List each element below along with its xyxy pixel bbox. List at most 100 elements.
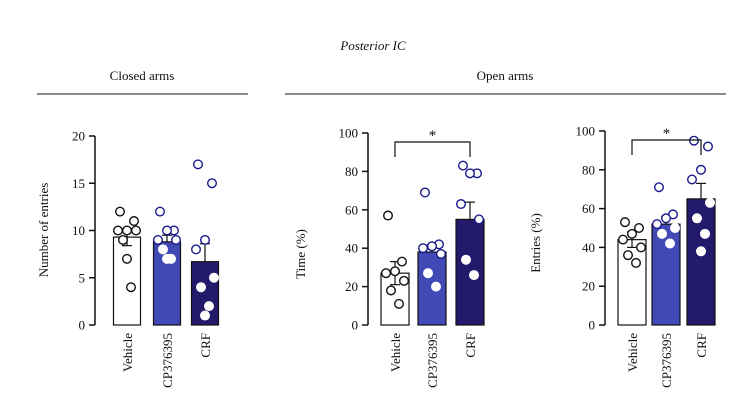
data-point bbox=[397, 256, 408, 267]
y-tick-label: 5 bbox=[79, 270, 86, 285]
data-point bbox=[114, 206, 125, 217]
bar-vehicle bbox=[112, 236, 142, 326]
closed-arms-label: Closed arms bbox=[110, 68, 175, 83]
data-point bbox=[199, 310, 210, 321]
data-point bbox=[117, 234, 128, 245]
data-point bbox=[469, 270, 480, 281]
open-arms-label: Open arms bbox=[477, 68, 534, 83]
data-point bbox=[620, 217, 631, 228]
data-point bbox=[130, 225, 141, 236]
data-point bbox=[654, 182, 665, 193]
data-point bbox=[689, 135, 700, 146]
data-point bbox=[636, 242, 647, 253]
data-point bbox=[161, 253, 172, 264]
data-point bbox=[661, 213, 672, 224]
category-label-crf: CRF bbox=[198, 333, 213, 358]
y-tick-label: 0 bbox=[79, 318, 86, 333]
data-point bbox=[152, 234, 163, 245]
data-point bbox=[687, 174, 698, 185]
data-point bbox=[381, 268, 392, 279]
significance-marker: * bbox=[429, 128, 437, 144]
data-point bbox=[418, 243, 429, 254]
data-point bbox=[700, 228, 711, 239]
data-point bbox=[456, 199, 467, 210]
y-tick-label: 80 bbox=[582, 162, 595, 177]
y-tick-label: 20 bbox=[582, 279, 595, 294]
y-tick-label: 80 bbox=[345, 164, 358, 179]
chart-open-entries: 0 20 40 60 80 100 Entries (%) Vehicle CP376395 CR… bbox=[528, 124, 716, 388]
category-label-cp376395: CP376395 bbox=[425, 333, 440, 388]
category-label-vehicle: Vehicle bbox=[120, 333, 135, 372]
figure-title: Posterior IC bbox=[339, 38, 406, 53]
y-tick-label: 100 bbox=[576, 124, 596, 139]
data-point bbox=[652, 219, 663, 230]
y-tick-label: 60 bbox=[345, 202, 358, 217]
data-point bbox=[618, 234, 629, 245]
data-point bbox=[195, 282, 206, 293]
data-point bbox=[458, 160, 469, 171]
chart-open-time: 0 20 40 60 80 100 Time (%) Vehicle CP376395 CRF * bbox=[293, 126, 485, 388]
data-point bbox=[161, 225, 172, 236]
data-point bbox=[705, 197, 716, 208]
category-label-cp376395: CP376395 bbox=[659, 333, 674, 388]
data-point bbox=[206, 178, 217, 189]
data-point bbox=[125, 282, 136, 293]
data-point bbox=[399, 275, 410, 286]
data-point bbox=[170, 234, 181, 245]
data-point bbox=[657, 228, 668, 239]
y-tick-label: 15 bbox=[72, 176, 85, 191]
data-point bbox=[420, 187, 431, 198]
data-point bbox=[474, 214, 485, 225]
data-point bbox=[465, 168, 476, 179]
data-point bbox=[190, 244, 201, 255]
y-tick-label: 20 bbox=[72, 129, 85, 144]
data-point bbox=[665, 238, 676, 249]
data-point bbox=[461, 254, 472, 265]
data-point bbox=[208, 272, 219, 283]
data-point bbox=[390, 266, 401, 277]
data-point bbox=[383, 210, 394, 221]
data-point bbox=[696, 164, 707, 175]
data-point bbox=[431, 281, 442, 292]
data-point bbox=[423, 268, 434, 279]
significance-bracket bbox=[631, 139, 702, 155]
category-label-cp376395: CP376395 bbox=[160, 333, 175, 388]
y-axis-label: Number of entries bbox=[36, 183, 51, 278]
data-point bbox=[436, 248, 447, 259]
data-point bbox=[199, 234, 210, 245]
y-tick-label: 40 bbox=[582, 240, 595, 255]
data-point bbox=[121, 253, 132, 264]
data-point bbox=[112, 225, 123, 236]
data-point bbox=[703, 141, 714, 152]
y-tick-label: 0 bbox=[352, 318, 359, 333]
data-point bbox=[631, 257, 642, 268]
y-axis-label: Time (%) bbox=[293, 229, 308, 279]
data-point bbox=[634, 222, 645, 233]
y-tick-label: 100 bbox=[339, 126, 359, 141]
y-tick-label: 20 bbox=[345, 279, 358, 294]
category-label-vehicle: Vehicle bbox=[388, 333, 403, 372]
data-point bbox=[627, 228, 638, 239]
data-point bbox=[623, 250, 634, 261]
data-point bbox=[157, 244, 168, 255]
y-tick-label: 10 bbox=[72, 223, 85, 238]
significance-bracket bbox=[394, 141, 471, 157]
y-axis-label: Entries (%) bbox=[528, 213, 543, 273]
data-point bbox=[696, 246, 707, 257]
category-label-vehicle: Vehicle bbox=[625, 333, 640, 372]
bar-cp376395 bbox=[651, 223, 681, 326]
data-point bbox=[386, 285, 397, 296]
data-point bbox=[670, 222, 681, 233]
y-tick-label: 40 bbox=[345, 241, 358, 256]
data-point bbox=[192, 159, 203, 170]
chart-closed-entries: 0 5 10 15 20 Number of entries Vehicle CP376395… bbox=[36, 129, 220, 388]
data-point bbox=[692, 213, 703, 224]
significance-marker: * bbox=[663, 126, 671, 142]
category-label-crf: CRF bbox=[463, 333, 478, 358]
data-point bbox=[121, 225, 132, 236]
data-point bbox=[394, 298, 405, 309]
data-point bbox=[128, 216, 139, 227]
y-tick-label: 60 bbox=[582, 201, 595, 216]
data-point bbox=[427, 241, 438, 252]
